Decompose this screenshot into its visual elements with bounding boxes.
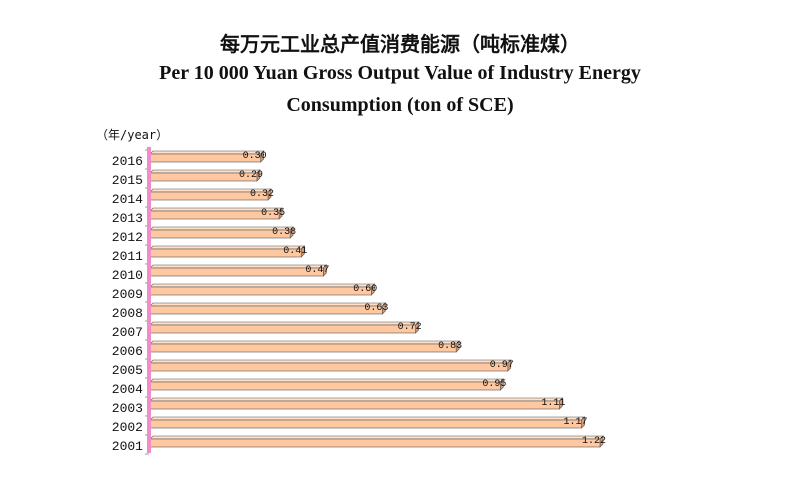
y-tick-label: 2015 — [112, 173, 143, 188]
bar-top-face — [149, 264, 328, 269]
bar-top-face — [149, 283, 376, 288]
bar-front-face — [149, 419, 582, 429]
y-tick-label: 2012 — [112, 230, 143, 245]
bar-front-face — [149, 362, 509, 372]
data-label: 0.38 — [272, 227, 296, 238]
data-label: 0.30 — [243, 151, 267, 162]
data-label: 0.32 — [250, 189, 274, 200]
bar-2012 — [149, 226, 294, 239]
bar-2005 — [149, 359, 512, 372]
y-tick-label: 2003 — [112, 401, 143, 416]
bar-2004 — [149, 378, 505, 391]
bar-2007 — [149, 321, 420, 334]
bar-top-face — [149, 397, 564, 402]
bar-front-face — [149, 381, 501, 391]
bar-2015 — [149, 169, 261, 182]
bar-front-face — [149, 343, 457, 353]
bar-front-face — [149, 400, 560, 410]
bar-top-face — [149, 416, 586, 421]
y-tick-label: 2008 — [112, 306, 143, 321]
y-tick-label: 2009 — [112, 287, 143, 302]
data-label: 0.47 — [305, 265, 329, 276]
bar-top-face — [149, 359, 512, 364]
bar-2010 — [149, 264, 328, 277]
bar-front-face — [149, 438, 601, 448]
bar-2003 — [149, 397, 564, 410]
bar-2011 — [149, 245, 305, 258]
bar-2009 — [149, 283, 376, 296]
data-label: 0.29 — [239, 170, 263, 181]
bar-top-face — [149, 302, 387, 307]
bar-2001 — [149, 435, 604, 448]
y-tick-label: 2002 — [112, 420, 143, 435]
y-tick-label: 2011 — [112, 249, 143, 264]
data-label: 1.17 — [564, 417, 588, 428]
data-label: 0.97 — [490, 360, 514, 371]
bar-front-face — [149, 229, 291, 239]
bar-top-face — [149, 340, 460, 345]
y-tick-label: 2001 — [112, 439, 143, 454]
y-tick-label: 2006 — [112, 344, 143, 359]
bar-front-face — [149, 324, 416, 334]
bars-group: 2016 0.30 2015 0.29 2014 0.32 2013 0.35 2012 0.38… — [112, 149, 606, 455]
bar-2016 — [149, 150, 265, 163]
data-label: 0.83 — [438, 341, 462, 352]
data-label: 0.72 — [398, 322, 422, 333]
y-axis-unit-label: （年/year） — [96, 128, 168, 142]
data-label: 1.22 — [582, 436, 606, 447]
bar-2002 — [149, 416, 586, 429]
bar-front-face — [149, 267, 324, 277]
bar-2013 — [149, 207, 283, 220]
bar-front-face — [149, 305, 383, 315]
y-tick-label: 2005 — [112, 363, 143, 378]
data-label: 1.11 — [541, 398, 565, 409]
data-label: 0.35 — [261, 208, 285, 219]
bar-top-face — [149, 321, 420, 326]
y-tick-label: 2013 — [112, 211, 143, 226]
data-label: 0.95 — [482, 379, 506, 390]
y-tick-label: 2007 — [112, 325, 143, 340]
bar-2008 — [149, 302, 387, 315]
y-tick-label: 2014 — [112, 192, 143, 207]
chart-title-chinese: 每万元工业总产值消费能源（吨标准煤） — [220, 32, 580, 56]
chart-title-english-line1: Per 10 000 Yuan Gross Output Value of In… — [159, 62, 641, 84]
bar-2006 — [149, 340, 460, 353]
bar-front-face — [149, 248, 302, 258]
bar-front-face — [149, 210, 280, 220]
data-label: 0.41 — [283, 246, 307, 257]
y-tick-label: 2010 — [112, 268, 143, 283]
data-label: 0.60 — [353, 284, 377, 295]
bar-top-face — [149, 378, 505, 383]
bar-top-face — [149, 435, 604, 440]
bar-front-face — [149, 286, 372, 296]
bar-top-face — [149, 245, 305, 250]
chart-title-english-line2: Consumption (ton of SCE) — [286, 94, 514, 116]
y-tick-label: 2004 — [112, 382, 143, 397]
y-tick-label: 2016 — [112, 154, 143, 169]
data-label: 0.63 — [364, 303, 388, 314]
